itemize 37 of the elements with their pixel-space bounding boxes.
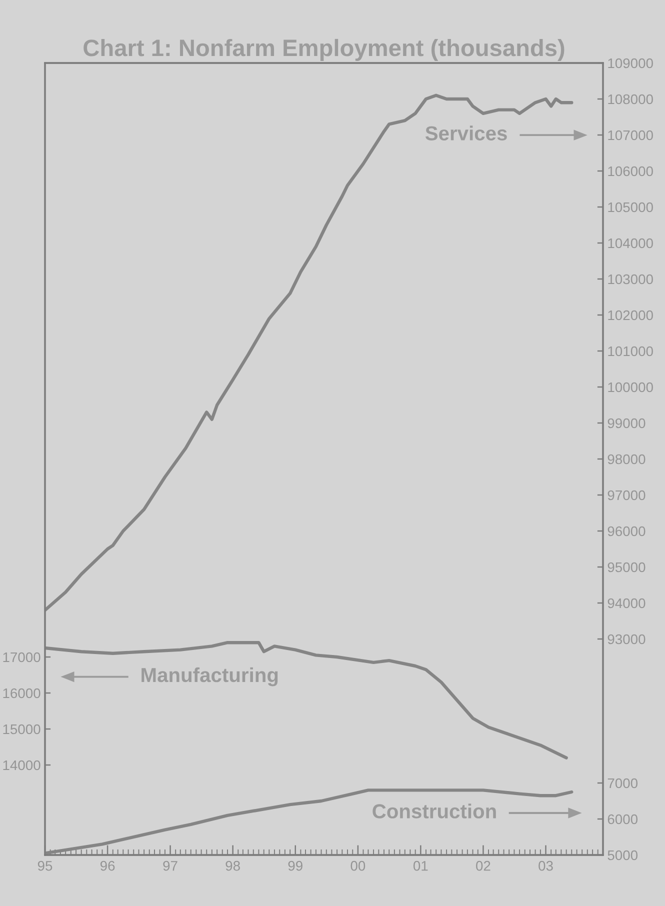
x-tick-label: 95: [38, 860, 52, 871]
series-label: Manufacturing: [142, 667, 278, 686]
y2-tick-label: 103000: [608, 274, 653, 284]
y3-tick-label: 5000: [608, 850, 638, 860]
y2-tick-label: 104000: [608, 238, 653, 248]
y3-tick-label: 7000: [608, 778, 638, 788]
y2-tick-label: 95000: [608, 562, 646, 572]
x-tick-label: 00: [350, 860, 366, 871]
y2-tick-label: 109000: [608, 58, 653, 68]
series-label: Construction: [372, 804, 496, 818]
y2-tick-label: 99000: [608, 418, 646, 428]
y2-tick-label: 106000: [608, 166, 653, 176]
y-tick-label: 15000: [3, 724, 40, 734]
y2-tick-label: 101000: [608, 346, 653, 356]
y2-tick-label: 97000: [608, 490, 646, 500]
y2-tick-label: 96000: [608, 526, 646, 536]
x-tick-label: 01: [413, 860, 428, 871]
y2-tick-label: 100000: [608, 382, 653, 392]
y3-tick-label: 6000: [608, 814, 638, 824]
y-tick-label: 17000: [3, 652, 40, 662]
y-tick-label: 16000: [3, 688, 40, 698]
x-tick-label: 97: [163, 860, 178, 871]
x-tick-label: 98: [226, 860, 240, 871]
y2-tick-label: 98000: [608, 454, 646, 464]
series-label: Services: [425, 126, 507, 140]
x-tick-label: 96: [100, 860, 115, 871]
y2-tick-label: 102000: [608, 310, 653, 320]
x-tick-label: 02: [476, 860, 490, 871]
y2-tick-label: 93000: [608, 634, 646, 644]
y2-tick-label: 107000: [608, 130, 653, 140]
y2-tick-label: 94000: [608, 598, 646, 608]
chart-title: Chart 1: Nonfarm Employment (thousands): [84, 38, 564, 61]
y-tick-label: 14000: [3, 760, 40, 770]
y2-tick-label: 108000: [608, 94, 653, 104]
y2-tick-label: 105000: [608, 202, 653, 212]
x-tick-label: 99: [288, 860, 302, 871]
x-tick-label: 03: [538, 860, 553, 871]
